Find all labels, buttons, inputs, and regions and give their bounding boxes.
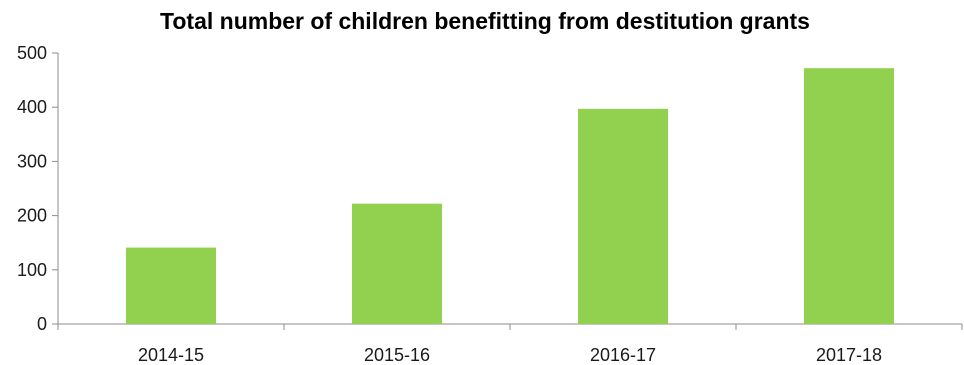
y-tick-label: 300 bbox=[17, 151, 47, 171]
y-axis: 0 100 200 300 400 500 bbox=[17, 43, 59, 334]
x-tick-label: 2015-16 bbox=[364, 345, 430, 365]
bar-series bbox=[126, 68, 894, 325]
x-tick-label: 2014-15 bbox=[138, 345, 204, 365]
bar bbox=[352, 203, 442, 324]
y-tick-label: 200 bbox=[17, 206, 47, 226]
y-tick-label: 400 bbox=[17, 97, 47, 117]
x-axis: 2014-15 2015-16 2016-17 2017-18 bbox=[57, 323, 963, 365]
chart-title: Total number of children benefitting fro… bbox=[160, 8, 810, 34]
y-tick-label: 0 bbox=[37, 314, 47, 334]
x-tick-label: 2016-17 bbox=[590, 345, 656, 365]
y-tick-label: 100 bbox=[17, 260, 47, 280]
bar bbox=[804, 68, 894, 325]
x-tick-label: 2017-18 bbox=[816, 345, 882, 365]
y-tick-label: 500 bbox=[17, 43, 47, 63]
bar bbox=[126, 247, 216, 324]
bar bbox=[578, 108, 668, 325]
